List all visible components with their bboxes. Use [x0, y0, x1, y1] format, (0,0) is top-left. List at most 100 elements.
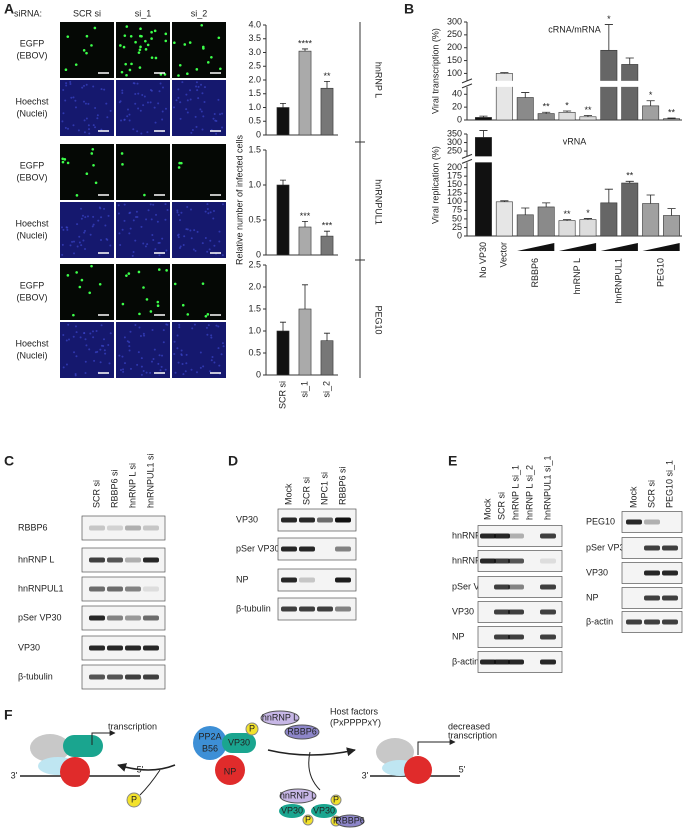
infected-cell [121, 163, 124, 166]
micrograph [172, 144, 226, 200]
nucleus [123, 219, 126, 222]
diagram-label: P [249, 723, 255, 733]
lane-label: SCR si [646, 480, 656, 508]
nucleus [152, 239, 155, 242]
band [281, 517, 297, 523]
nucleus [80, 217, 83, 220]
bar [320, 87, 334, 136]
nucleus [85, 117, 88, 120]
nucleus [195, 125, 198, 128]
nucleus [104, 352, 107, 355]
lane-label: Mock [482, 498, 492, 520]
panel-label: B [404, 1, 414, 17]
stain-label: Hoechst [15, 218, 49, 228]
nucleus [150, 218, 153, 221]
nucleus [154, 121, 157, 124]
infected-cell [219, 67, 222, 71]
nucleus [162, 341, 165, 344]
y-tick-label: 200 [447, 42, 462, 52]
nucleus [179, 101, 182, 104]
row-label: NP [236, 574, 249, 584]
infected-cell [90, 264, 93, 268]
y-tick-label: 0 [256, 369, 261, 379]
nucleus [87, 128, 90, 131]
dose-triangle [558, 243, 597, 251]
infected-cell [178, 63, 182, 67]
nucleus [134, 239, 137, 242]
nucleus [65, 363, 68, 366]
nucleus [121, 91, 124, 94]
x-tick-label: No VP30 [478, 242, 488, 278]
bar [298, 226, 312, 256]
band [317, 517, 333, 523]
nucleus [117, 212, 120, 215]
lane-label: Mock [283, 483, 293, 505]
nucleus [81, 86, 84, 89]
lane-label: SCR si [496, 492, 506, 520]
y-tick-label: 20 [452, 102, 462, 112]
error-bar [604, 188, 613, 203]
row-label: PEG10 [586, 516, 615, 526]
y-tick-label: 150 [447, 55, 462, 65]
nucleus [161, 354, 164, 357]
bar [276, 184, 290, 256]
nucleus [121, 89, 124, 92]
nucleus [72, 335, 75, 338]
lane-label: hnRNPUL1 si [145, 453, 155, 508]
nucleus [99, 361, 102, 364]
band [299, 606, 315, 612]
nucleus [64, 99, 67, 102]
nucleus [209, 211, 212, 214]
error-bar [583, 115, 593, 117]
y-tick-label: 1.0 [248, 102, 261, 112]
micrograph [116, 322, 170, 378]
nucleus [180, 354, 183, 357]
nucleus [92, 336, 95, 339]
band [540, 558, 556, 564]
nucleus [204, 237, 207, 240]
nucleus [128, 345, 131, 348]
nucleus [147, 209, 150, 212]
nucleus [209, 370, 212, 373]
nucleus [70, 96, 73, 99]
break-mark [461, 153, 473, 164]
y-tick-label: 75 [452, 205, 462, 215]
nucleus [217, 98, 220, 101]
diagram-label: (PxPPPPxY) [330, 717, 381, 727]
x-tick-label: SCR si [277, 381, 287, 409]
lane-label: SCR si [301, 477, 311, 505]
nucleus [145, 218, 148, 221]
nucleus [74, 106, 77, 109]
nucleus [136, 363, 139, 366]
nucleus [212, 217, 215, 220]
panel-label: A [4, 1, 14, 17]
nucleus [128, 232, 131, 235]
error-bar [500, 200, 509, 202]
infected-cell [90, 152, 94, 155]
nucleus [92, 223, 95, 226]
band [662, 570, 678, 576]
nucleus [75, 331, 78, 334]
band [143, 586, 159, 592]
infected-cell [91, 147, 95, 151]
error-bar [521, 92, 530, 98]
nucleus [80, 244, 83, 247]
nucleus [177, 88, 180, 91]
micrograph [60, 264, 114, 320]
lane-label: PEG10 si_1 [664, 460, 674, 508]
nucleus [126, 340, 129, 343]
infected-cell [129, 35, 133, 38]
nucleus [164, 218, 167, 221]
nucleus [189, 208, 192, 211]
infected-cell [154, 56, 158, 60]
infected-cell [85, 51, 88, 55]
nucleus [185, 108, 188, 111]
nucleus [140, 132, 143, 135]
row-label: pSer VP30 [452, 581, 496, 591]
x-tick-label: si_2 [321, 381, 331, 398]
y-axis-label: Relative number of infected cells [234, 134, 244, 265]
nucleus [215, 324, 218, 327]
nucleus [166, 208, 169, 211]
y-tick-label: 250 [447, 145, 462, 155]
infected-cell [138, 66, 142, 69]
